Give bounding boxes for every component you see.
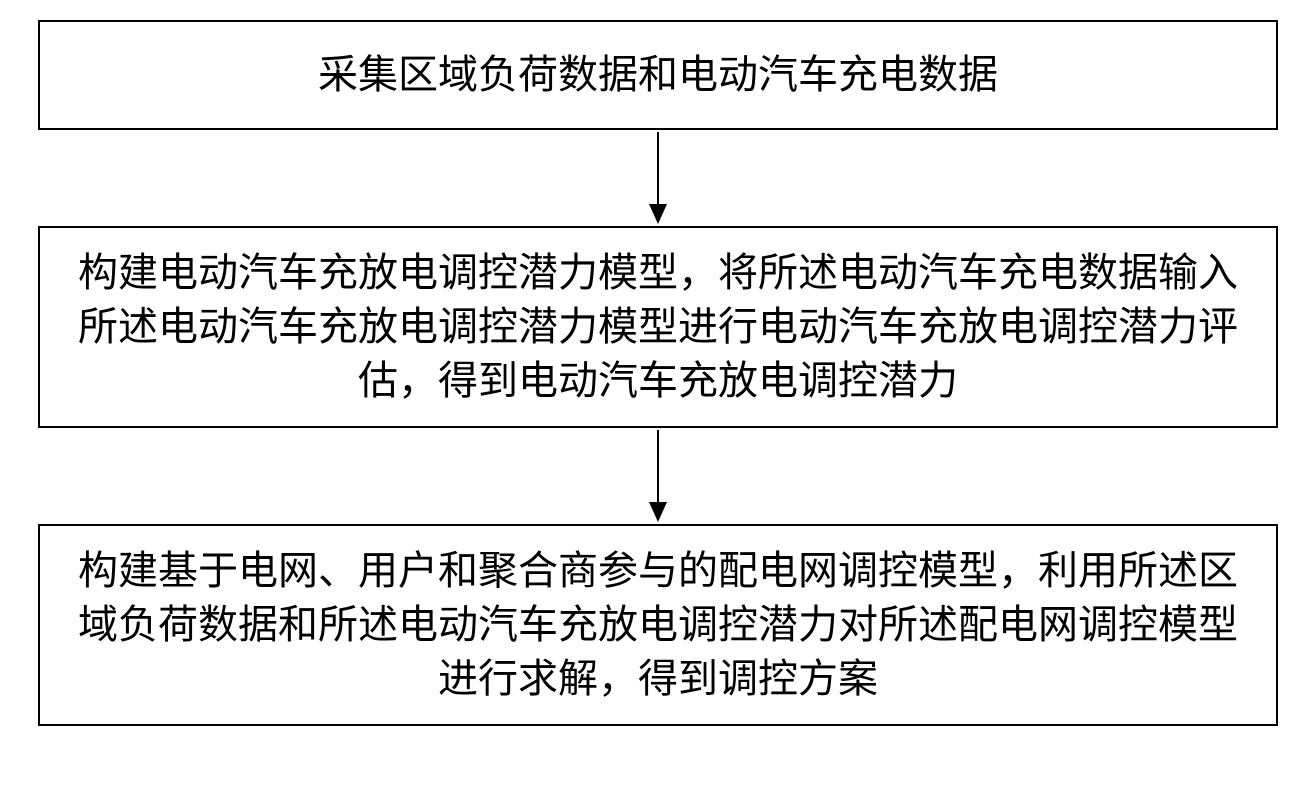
flow-step-2: 构建电动汽车充放电调控潜力模型，将所述电动汽车充电数据输入所述电动汽车充放电调控… xyxy=(38,226,1278,428)
arrow-down-icon xyxy=(646,430,670,522)
flow-step-3-text: 构建基于电网、用户和聚合商参与的配电网调控模型，利用所述区域负荷数据和所述电动汽… xyxy=(64,544,1252,706)
flow-step-1: 采集区域负荷数据和电动汽车充电数据 xyxy=(38,20,1278,130)
flow-step-1-text: 采集区域负荷数据和电动汽车充电数据 xyxy=(318,48,998,102)
arrow-down-icon xyxy=(646,132,670,224)
flow-step-2-text: 构建电动汽车充放电调控潜力模型，将所述电动汽车充电数据输入所述电动汽车充放电调控… xyxy=(64,246,1252,408)
arrow-1 xyxy=(646,130,670,226)
arrow-2 xyxy=(646,428,670,524)
flow-step-3: 构建基于电网、用户和聚合商参与的配电网调控模型，利用所述区域负荷数据和所述电动汽… xyxy=(38,524,1278,726)
